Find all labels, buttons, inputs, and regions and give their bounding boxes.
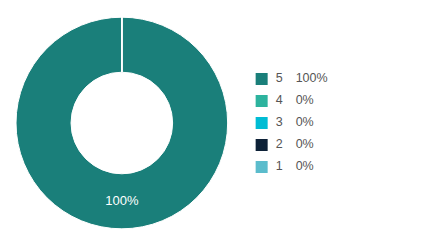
legend-label: 5 (276, 71, 283, 85)
legend-label: 1 (276, 159, 283, 173)
legend-swatch (256, 139, 268, 151)
slice (121, 17, 122, 72)
legend-label: 4 (276, 93, 283, 107)
pie (16, 17, 228, 229)
annotation: 100% (105, 193, 139, 208)
legend-value: 0% (296, 115, 314, 129)
legend-label: 2 (276, 137, 283, 151)
legend-swatch (256, 161, 268, 173)
legend-value: 0% (296, 93, 314, 107)
slice (121, 17, 122, 72)
legend-swatch (256, 117, 268, 129)
slice (121, 17, 122, 72)
legend-value: 0% (296, 137, 314, 151)
legend-swatch (256, 73, 268, 85)
legend-value: 0% (296, 159, 314, 173)
slice (16, 17, 228, 229)
legend: 5 100% 4 0% 3 0% 2 0% 1 0% (256, 71, 328, 173)
legend-value: 100% (296, 71, 328, 85)
slice (121, 17, 122, 72)
chart: 100% 5 100% 4 0% 3 0% 2 0% 1 0% (0, 0, 443, 246)
legend-swatch (256, 95, 268, 107)
legend-label: 3 (276, 115, 283, 129)
